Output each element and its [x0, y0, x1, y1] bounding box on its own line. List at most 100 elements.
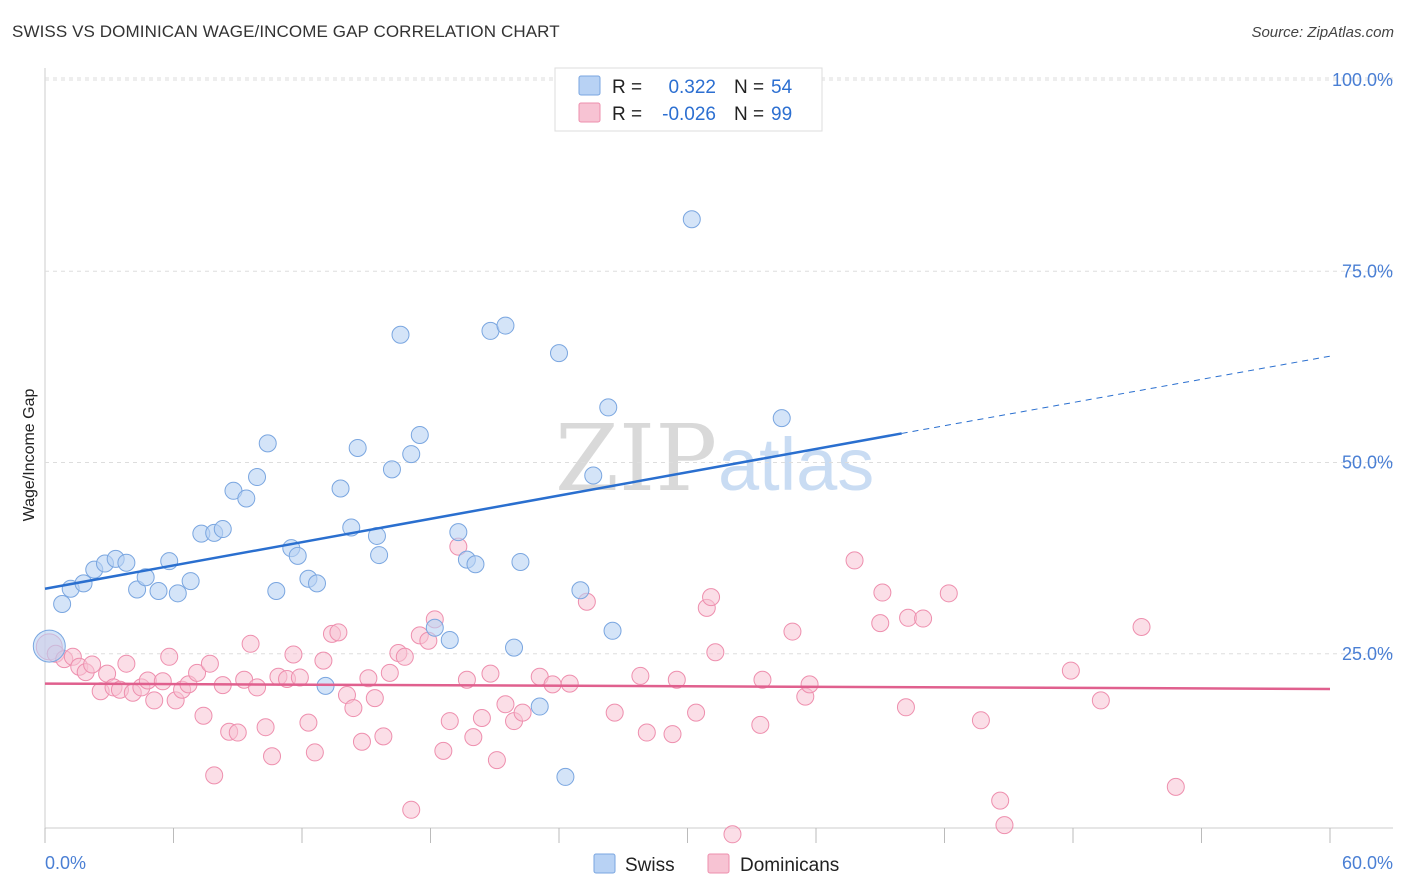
x-ticks [44, 828, 1331, 843]
dominicans-point [663, 725, 682, 744]
bottom-legend-swiss: Swiss [625, 855, 675, 876]
dominicans-point [939, 584, 958, 603]
swiss-point [331, 479, 350, 498]
dominicans-point [481, 664, 500, 683]
dominicans-point [496, 695, 515, 714]
dominicans-point [200, 654, 219, 673]
legend-dominicans-r-value: -0.026 [662, 104, 716, 125]
bottom-legend-dominicans: Dominicans [740, 855, 839, 876]
dominicans-point [667, 670, 686, 689]
dominicans-point [299, 713, 318, 732]
dominicans-point [1166, 777, 1185, 796]
swiss-point [391, 325, 410, 344]
dominicans-point [329, 623, 348, 642]
swiss-point [258, 434, 277, 453]
dominicans-point [352, 732, 371, 751]
dominicans-point [873, 583, 892, 602]
dominicans-point [637, 723, 656, 742]
swiss-point [128, 580, 147, 599]
dominicans-point [117, 654, 136, 673]
dominicans-point [1132, 617, 1151, 636]
swiss-point [370, 546, 389, 565]
swiss-point [307, 574, 326, 593]
legend-swatch-dominicans [578, 102, 601, 123]
chart-title: SWISS VS DOMINICAN WAGE/INCOME GAP CORRE… [12, 22, 560, 41]
dominicans-point [359, 669, 378, 688]
dominicans-point [702, 588, 721, 607]
swiss-point [53, 595, 72, 614]
grid [45, 77, 1393, 655]
correlation-legend: R = 0.322 N = 54 R = -0.026 N = 99 [554, 67, 823, 132]
dominicans-point [365, 689, 384, 708]
swiss-point [213, 520, 232, 539]
dominicans-point [871, 614, 890, 633]
dominicans-trend-line [44, 682, 1331, 691]
dominicans-point [487, 751, 506, 770]
swiss-point [511, 552, 530, 571]
y-tick-label: 100.0% [1332, 70, 1393, 90]
swiss-point [382, 460, 401, 479]
swiss-point [682, 210, 701, 229]
swiss-trend-line [44, 432, 902, 590]
dominicans-point [188, 663, 207, 682]
dominicans-point [457, 670, 476, 689]
dominicans-point [153, 672, 172, 691]
dominicans-point [513, 703, 532, 722]
swiss-point [410, 425, 429, 444]
swiss-point [117, 553, 136, 572]
legend-swiss-r-value: 0.322 [668, 77, 716, 98]
y-tick-labels: 25.0% 50.0% 75.0% 100.0% [1332, 70, 1393, 664]
swiss-point [237, 489, 256, 508]
dominicans-point [914, 609, 933, 628]
dominicans-point [896, 698, 915, 717]
dominicans-point [723, 825, 742, 844]
legend-dominicans-n-label: N = [734, 104, 764, 125]
dominicans-point [543, 675, 562, 694]
dominicans-point [263, 747, 282, 766]
swiss-point [348, 438, 367, 457]
swiss-point [571, 581, 590, 600]
dominicans-point [464, 728, 483, 747]
x-tick-label-max: 60.0% [1342, 853, 1393, 873]
swiss-point [603, 621, 622, 640]
bottom-legend-swatch-dominicans [707, 853, 730, 874]
dominicans-points [35, 537, 1185, 844]
dominicans-point [1061, 661, 1080, 680]
dominicans-point [314, 651, 333, 670]
dominicans-point [800, 675, 819, 694]
swiss-point [181, 572, 200, 591]
legend-swiss-n-value: 54 [771, 77, 793, 98]
swiss-point [466, 555, 485, 574]
y-tick-label: 50.0% [1342, 453, 1393, 473]
legend-swiss-n-label: N = [734, 77, 764, 98]
dominicans-point [145, 691, 164, 710]
swiss-point [425, 618, 444, 637]
dominicans-point [344, 699, 363, 718]
swiss-point [481, 321, 500, 340]
swiss-trend-extension [901, 355, 1331, 434]
dominicans-point [845, 551, 864, 570]
dominicans-point [256, 718, 275, 737]
dominicans-point [228, 723, 247, 742]
dominicans-point [995, 816, 1014, 835]
legend-dominicans-n-value: 99 [771, 104, 792, 125]
dominicans-point [751, 715, 770, 734]
dominicans-point [402, 800, 421, 819]
trend-lines [44, 355, 1331, 691]
swiss-point [505, 638, 524, 657]
dominicans-point [160, 647, 179, 666]
swiss-point [440, 630, 459, 649]
x-tick-label-min: 0.0% [45, 853, 86, 873]
swiss-point [136, 568, 155, 587]
dominicans-point [991, 791, 1010, 810]
dominicans-point [440, 712, 459, 731]
dominicans-point [706, 643, 725, 662]
swiss-point [530, 697, 549, 716]
dominicans-point [290, 668, 309, 687]
dominicans-point [83, 655, 102, 674]
series-legend: Swiss Dominicans [593, 853, 839, 876]
dominicans-point [560, 674, 579, 693]
dominicans-point [205, 766, 224, 785]
swiss-point [584, 466, 603, 485]
